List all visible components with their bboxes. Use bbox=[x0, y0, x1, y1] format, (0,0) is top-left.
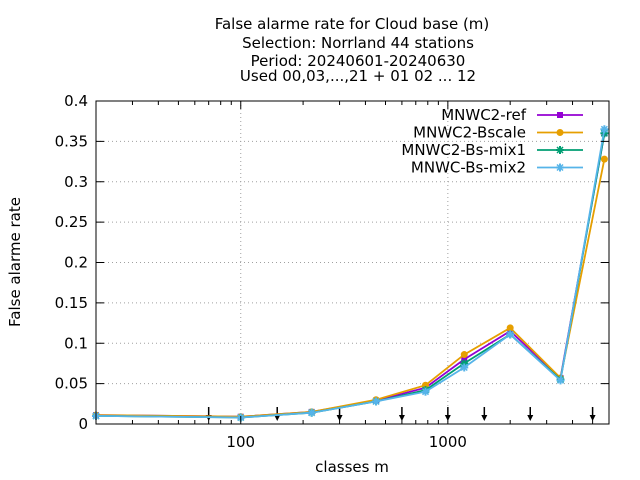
data-point bbox=[556, 129, 564, 136]
class-marker-head bbox=[336, 415, 343, 421]
data-point bbox=[556, 376, 565, 385]
legend-entry: MNWC2-Bs-mix1 bbox=[401, 141, 583, 159]
y-tick-label: 0.2 bbox=[64, 254, 88, 272]
x-axis-label: classes m bbox=[315, 458, 389, 476]
data-point bbox=[460, 351, 468, 359]
x-tick-label: 100 bbox=[226, 433, 255, 451]
data-point bbox=[506, 330, 515, 339]
class-marker-arrow bbox=[205, 407, 212, 421]
series-line bbox=[95, 133, 606, 419]
y-tick-label: 0.15 bbox=[55, 294, 88, 312]
data-point bbox=[307, 408, 316, 417]
y-tick-label: 0.35 bbox=[55, 132, 88, 150]
y-tick-label: 0.25 bbox=[55, 213, 88, 231]
data-point bbox=[600, 155, 608, 163]
class-marker-arrow bbox=[274, 407, 281, 421]
class-marker-arrow bbox=[527, 407, 534, 421]
y-tick-label: 0.05 bbox=[55, 375, 88, 393]
series bbox=[92, 125, 609, 422]
data-point bbox=[422, 381, 430, 389]
title-line: Used 00,03,...,21 + 01 02 ... 12 bbox=[240, 67, 476, 85]
title-line: Selection: Norrland 44 stations bbox=[242, 34, 474, 52]
data-point-stroke bbox=[506, 330, 514, 338]
legend-entry: MNWC2-Bscale bbox=[413, 124, 583, 142]
series bbox=[92, 129, 609, 422]
data-point bbox=[556, 163, 564, 172]
series-line bbox=[95, 158, 606, 418]
legend-label: MNWC-Bs-mix2 bbox=[411, 159, 526, 177]
title-line: Period: 20240601-20240630 bbox=[251, 52, 466, 70]
data-point-stroke bbox=[556, 163, 564, 172]
class-marker-arrow bbox=[336, 407, 343, 421]
series-group bbox=[92, 125, 609, 422]
y-tick-label: 0.1 bbox=[64, 334, 88, 352]
data-point-stroke bbox=[460, 363, 468, 372]
data-point bbox=[506, 324, 514, 332]
data-point bbox=[421, 387, 430, 396]
chart-title: False alarme rate for Cloud base (m) Sel… bbox=[215, 15, 490, 85]
series bbox=[92, 155, 608, 421]
series bbox=[93, 130, 608, 420]
title-line: False alarme rate for Cloud base (m) bbox=[215, 15, 490, 33]
data-point bbox=[460, 363, 469, 372]
x-ticks: 100 1000 bbox=[131, 101, 594, 451]
x-tick-label: 1000 bbox=[429, 433, 467, 451]
y-axis-label: False alarme rate bbox=[6, 197, 24, 327]
legend-label: MNWC2-Bscale bbox=[413, 124, 526, 142]
class-markers bbox=[205, 407, 596, 421]
class-marker-arrow bbox=[398, 407, 405, 421]
class-marker-head bbox=[527, 415, 534, 421]
legend-entry: MNWC-Bs-mix2 bbox=[411, 159, 583, 177]
data-point bbox=[556, 146, 564, 154]
data-point bbox=[461, 356, 468, 363]
series-line bbox=[95, 129, 606, 419]
data-point bbox=[600, 125, 609, 134]
data-point bbox=[372, 397, 381, 406]
class-marker-arrow bbox=[481, 407, 488, 421]
legend-label: MNWC2-Bs-mix1 bbox=[401, 141, 526, 159]
class-marker-head bbox=[398, 415, 405, 421]
class-marker-head bbox=[589, 415, 596, 421]
data-point-stroke bbox=[556, 376, 565, 384]
series-line bbox=[95, 133, 606, 418]
legend-entry: MNWC2-ref bbox=[441, 106, 583, 124]
data-point-stroke bbox=[372, 397, 380, 405]
y-tick-label: 0.3 bbox=[64, 173, 88, 191]
y-tick-label: 0.4 bbox=[64, 92, 88, 110]
data-point-stroke bbox=[600, 125, 608, 133]
class-marker-head bbox=[274, 415, 281, 421]
class-marker-arrow bbox=[589, 407, 596, 421]
y-ticks: 0 0.05 0.1 0.15 0.2 0.25 0.3 0.35 0.4 bbox=[55, 92, 609, 433]
data-point-stroke bbox=[556, 146, 564, 154]
y-tick-label: 0 bbox=[78, 415, 88, 433]
legend: MNWC2-refMNWC2-BscaleMNWC2-Bs-mix1MNWC-B… bbox=[401, 106, 583, 177]
legend-label: MNWC2-ref bbox=[441, 106, 526, 124]
data-point-stroke bbox=[308, 409, 316, 417]
grid bbox=[96, 101, 609, 424]
class-marker-head bbox=[481, 415, 488, 421]
data-point bbox=[557, 112, 563, 118]
data-point-stroke bbox=[421, 388, 430, 396]
